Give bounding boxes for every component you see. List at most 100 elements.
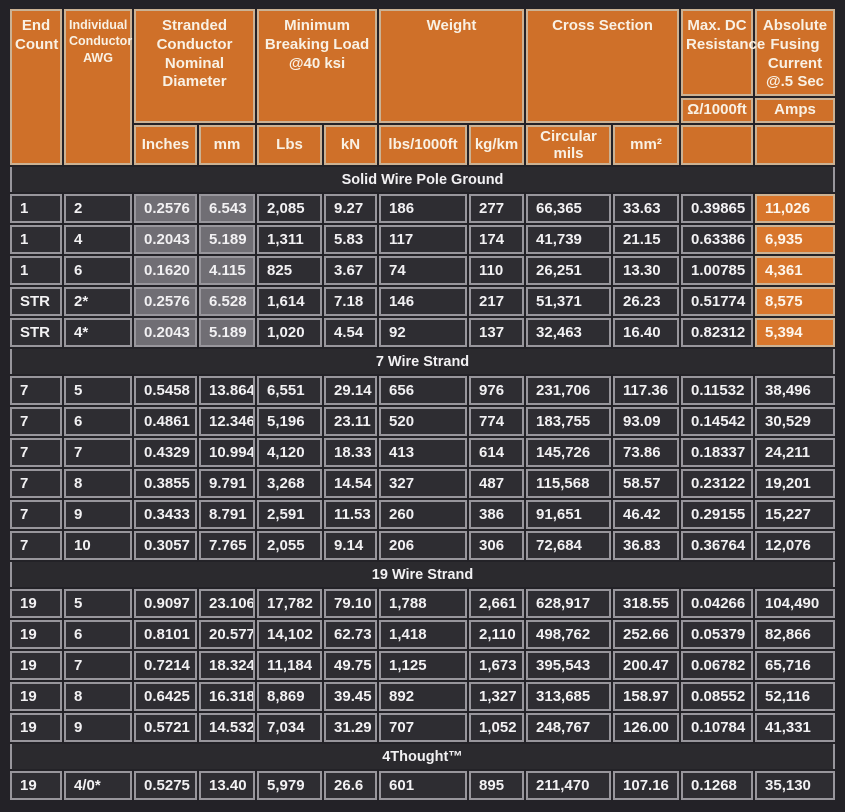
table-cell: 29.14 bbox=[324, 376, 378, 406]
table-cell: 16.40 bbox=[613, 318, 680, 348]
table-cell: 0.1268 bbox=[681, 771, 754, 801]
table-body: Solid Wire Pole Ground 1 2 0.2576 6.543 2,085… bbox=[10, 167, 836, 801]
table-cell: 74 bbox=[379, 256, 468, 286]
table-cell: 774 bbox=[469, 407, 525, 437]
table-cell: 11.53 bbox=[324, 500, 378, 530]
table-cell: 7 bbox=[10, 531, 62, 561]
table-cell: 19 bbox=[10, 713, 62, 743]
table-cell: 4,361 bbox=[755, 256, 836, 286]
table-cell: 26.6 bbox=[324, 771, 378, 801]
unit-mm2: mm² bbox=[613, 124, 680, 166]
table-cell: 145,726 bbox=[526, 438, 612, 468]
table-cell: 0.2043 bbox=[134, 318, 197, 348]
table-cell: 58.57 bbox=[613, 469, 680, 499]
table-cell: 707 bbox=[379, 713, 468, 743]
table-row: 1 4 0.2043 5.189 1,311 5.83 117 174 41,739 21.15 0… bbox=[10, 225, 836, 255]
table-cell: 33.63 bbox=[613, 194, 680, 224]
table-cell: 2,110 bbox=[469, 620, 525, 650]
table-cell: 1,020 bbox=[257, 318, 323, 348]
table-cell: 0.3057 bbox=[134, 531, 197, 561]
table-cell: 327 bbox=[379, 469, 468, 499]
table-cell: 5,196 bbox=[257, 407, 323, 437]
table-cell: 117 bbox=[379, 225, 468, 255]
table-cell: 5 bbox=[64, 589, 132, 619]
table-cell: 11,026 bbox=[755, 194, 836, 224]
table-row: 19 4/0* 0.5275 13.40 5,979 26.6 601 895 211,470 1… bbox=[10, 771, 836, 801]
table-cell: 0.2576 bbox=[134, 287, 197, 317]
table-cell: 18.33 bbox=[324, 438, 378, 468]
table-cell: 8 bbox=[64, 682, 132, 712]
table-cell: 6 bbox=[64, 256, 132, 286]
table-cell: 35,130 bbox=[755, 771, 836, 801]
table-cell: 413 bbox=[379, 438, 468, 468]
table-cell: 91,651 bbox=[526, 500, 612, 530]
table-cell: 248,767 bbox=[526, 713, 612, 743]
table-cell: 825 bbox=[257, 256, 323, 286]
table-header: End Count Individual Conductor AWG Stran… bbox=[10, 9, 836, 166]
table-cell: 211,470 bbox=[526, 771, 612, 801]
table-cell: 0.82312 bbox=[681, 318, 754, 348]
table-cell: 520 bbox=[379, 407, 468, 437]
table-cell: STR bbox=[10, 318, 62, 348]
table-row: 19 9 0.5721 14.532 7,034 31.29 707 1,052 248,767… bbox=[10, 713, 836, 743]
table-cell: 217 bbox=[469, 287, 525, 317]
table-cell: 24,211 bbox=[755, 438, 836, 468]
unit-ohms-per-1000ft: Ω/1000ft bbox=[681, 98, 754, 123]
table-cell: 0.4329 bbox=[134, 438, 197, 468]
table-cell: 19 bbox=[10, 651, 62, 681]
table-cell: 3.67 bbox=[324, 256, 378, 286]
table-cell: 26,251 bbox=[526, 256, 612, 286]
table-cell: 7 bbox=[10, 407, 62, 437]
table-cell: 0.5275 bbox=[134, 771, 197, 801]
table-cell: 5.189 bbox=[199, 225, 256, 255]
table-row: 7 9 0.3433 8.791 2,591 11.53 260 386 91,651 46.42… bbox=[10, 500, 836, 530]
table-cell: 0.5458 bbox=[134, 376, 197, 406]
table-cell: 4/0* bbox=[64, 771, 132, 801]
table-cell: 0.36764 bbox=[681, 531, 754, 561]
header-unit-row: Inches mm Lbs kN lbs/1000ft kg/km Circul… bbox=[10, 124, 836, 166]
table-cell: 0.10784 bbox=[681, 713, 754, 743]
table-cell: 0.9097 bbox=[134, 589, 197, 619]
table-cell: 8.791 bbox=[199, 500, 256, 530]
table-cell: 3,268 bbox=[257, 469, 323, 499]
table-cell: 260 bbox=[379, 500, 468, 530]
table-cell: 498,762 bbox=[526, 620, 612, 650]
unit-mm: mm bbox=[199, 124, 256, 166]
table-cell: 9 bbox=[64, 500, 132, 530]
table-cell: 137 bbox=[469, 318, 525, 348]
table-cell: 41,331 bbox=[755, 713, 836, 743]
table-cell: 158.97 bbox=[613, 682, 680, 712]
section-row: 4Thought™ bbox=[10, 744, 836, 770]
table-cell: 601 bbox=[379, 771, 468, 801]
table-cell: 13.40 bbox=[199, 771, 256, 801]
table-cell: 18.324 bbox=[199, 651, 256, 681]
table-cell: 614 bbox=[469, 438, 525, 468]
table-cell: 4,120 bbox=[257, 438, 323, 468]
table-cell: 2* bbox=[64, 287, 132, 317]
section-row: 7 Wire Strand bbox=[10, 349, 836, 375]
table-cell: 9.791 bbox=[199, 469, 256, 499]
table-row: 7 7 0.4329 10.994 4,120 18.33 413 614 145,726 73.… bbox=[10, 438, 836, 468]
col-group-absolute-fusing-current: Absolute Fusing Current @.5 Sec bbox=[755, 9, 836, 96]
table-cell: 73.86 bbox=[613, 438, 680, 468]
conductor-spec-table: End Count Individual Conductor AWG Stran… bbox=[8, 7, 837, 802]
table-cell: 6 bbox=[64, 620, 132, 650]
table-cell: 6.528 bbox=[199, 287, 256, 317]
table-cell: 306 bbox=[469, 531, 525, 561]
table-cell: 49.75 bbox=[324, 651, 378, 681]
table-cell: 6,935 bbox=[755, 225, 836, 255]
table-cell: 14.532 bbox=[199, 713, 256, 743]
unit-lbs-per-1000ft: lbs/1000ft bbox=[379, 124, 468, 166]
table-cell: 1 bbox=[10, 256, 62, 286]
table-row: 7 8 0.3855 9.791 3,268 14.54 327 487 115,568 58.5… bbox=[10, 469, 836, 499]
table-cell: 66,365 bbox=[526, 194, 612, 224]
table-cell: 26.23 bbox=[613, 287, 680, 317]
table-cell: 7 bbox=[10, 376, 62, 406]
unit-circular-mils: Circular mils bbox=[526, 124, 612, 166]
table-cell: 5,979 bbox=[257, 771, 323, 801]
table-cell: 0.23122 bbox=[681, 469, 754, 499]
table-cell: 36.83 bbox=[613, 531, 680, 561]
table-cell: 183,755 bbox=[526, 407, 612, 437]
table-cell: 0.6425 bbox=[134, 682, 197, 712]
table-cell: 23.11 bbox=[324, 407, 378, 437]
